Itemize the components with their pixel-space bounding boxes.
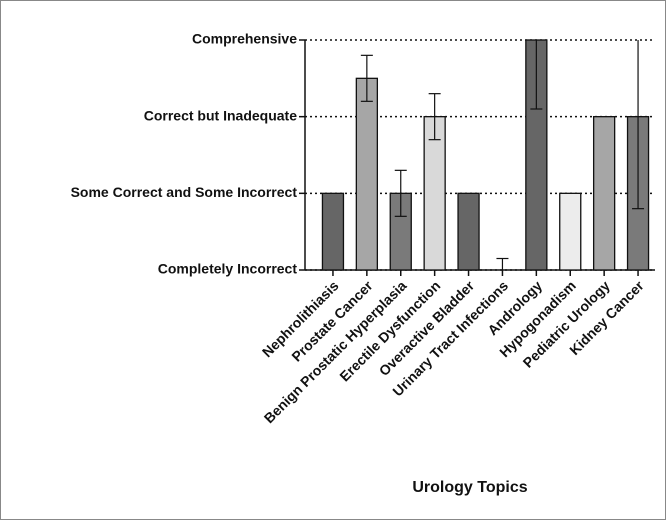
y-tick-label: Correct but Inadequate — [144, 107, 297, 123]
x-axis-title: Urology Topics — [412, 479, 527, 496]
y-tick-label: Some Correct and Some Incorrect — [71, 184, 298, 200]
y-tick-label: Completely Incorrect — [158, 261, 298, 277]
bar — [592, 116, 616, 271]
bar — [355, 77, 379, 271]
bar — [457, 192, 480, 271]
y-tick-label: Comprehensive — [192, 31, 297, 47]
bar — [321, 192, 345, 271]
bar — [559, 192, 582, 271]
